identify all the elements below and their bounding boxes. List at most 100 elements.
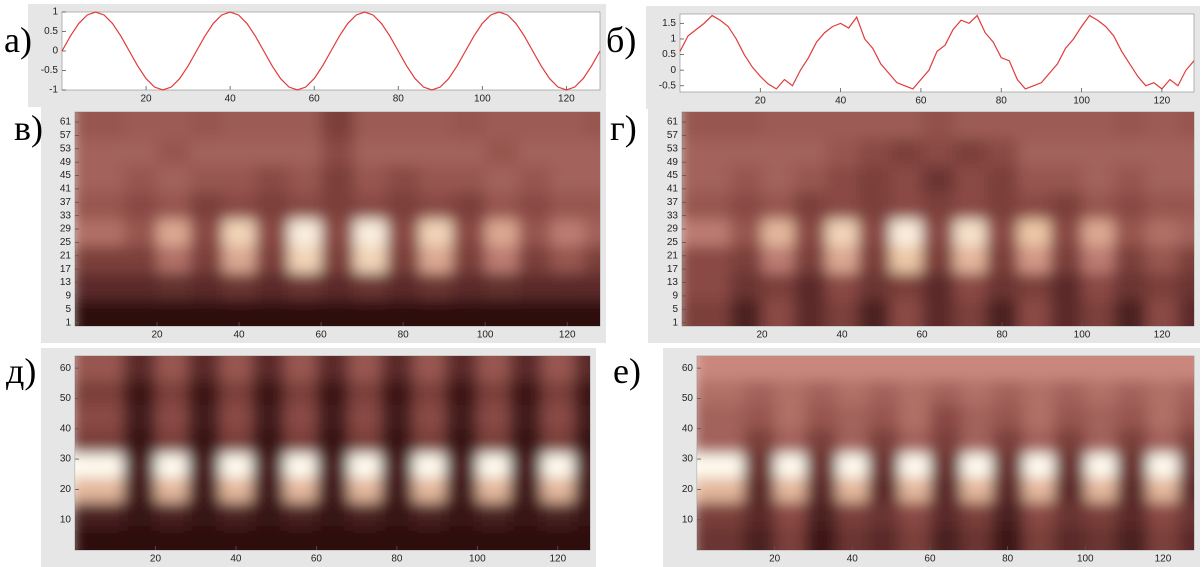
- heatmap-cell: [794, 245, 827, 273]
- heatmap-cell: [1050, 138, 1083, 166]
- y-tick-label: 10: [60, 514, 72, 525]
- heatmap-cell: [445, 356, 478, 381]
- heatmap-cell: [477, 380, 511, 405]
- heatmap-cell: [386, 245, 421, 273]
- heatmap-cell: [922, 272, 955, 300]
- x-tick-label: 20: [151, 330, 163, 341]
- heatmap-cell: [898, 356, 931, 381]
- heatmap-cell: [222, 272, 256, 300]
- heatmap-cell: [583, 192, 600, 220]
- panel: г) 20 40 60 80 100 120 1 5 9 13 17 21 25 29 33 37 41 45 49 5…: [610, 104, 1200, 343]
- heatmap-cell: [288, 219, 322, 247]
- heatmap-cell: [75, 299, 125, 326]
- heatmap-cell: [1116, 380, 1148, 405]
- heatmap-cell: [682, 138, 731, 166]
- heatmap-cell: [316, 453, 350, 478]
- heatmap-cell: [222, 165, 256, 193]
- heatmap-cell: [1146, 112, 1179, 140]
- heatmap-cell: [583, 112, 600, 140]
- heatmap-cell: [986, 192, 1019, 220]
- heatmap-cell: [858, 219, 891, 247]
- heatmap-cell: [774, 477, 807, 502]
- heatmap-cell: [573, 453, 590, 478]
- heatmap-cell: [316, 501, 350, 527]
- x-tick-label: 120: [1155, 554, 1172, 565]
- heatmap-cell: [1146, 272, 1179, 300]
- heatmap-cell: [826, 219, 859, 247]
- heatmap-cell: [1085, 380, 1117, 405]
- heatmap-cell: [452, 219, 486, 247]
- heatmap-cell: [961, 453, 993, 478]
- y-tick-label: 20: [682, 484, 694, 495]
- heatmap-cell: [573, 525, 590, 550]
- heatmap-cell: [1023, 380, 1055, 405]
- y-tick-label: 0: [52, 46, 58, 57]
- x-tick-label: 120: [1154, 96, 1171, 107]
- x-tick-label: 20: [756, 330, 768, 341]
- heatmap-cell: [573, 404, 590, 430]
- heatmap-cell: [321, 219, 355, 247]
- heatmap-cell: [730, 245, 763, 273]
- heatmap-cell: [75, 501, 124, 527]
- x-tick-label: 80: [391, 554, 403, 565]
- heatmap-cell: [1023, 404, 1055, 430]
- y-tick-label: 1.5: [662, 18, 676, 29]
- heatmap-cell: [922, 112, 955, 140]
- panel-label: б): [606, 20, 636, 60]
- heatmap-cell: [992, 525, 1024, 550]
- heatmap-cell: [541, 404, 575, 430]
- heatmap-cell: [485, 219, 519, 247]
- heatmap-cell: [992, 356, 1024, 381]
- heatmap-cell: [961, 525, 993, 550]
- heatmap-cell: [805, 404, 838, 430]
- heatmap-cell: [762, 219, 795, 247]
- heatmap-cell: [1082, 272, 1115, 300]
- y-tick-label: 0.5: [44, 26, 58, 37]
- heatmap-cell: [1114, 165, 1147, 193]
- heatmap-cell: [477, 404, 511, 430]
- heatmap-cell: [348, 428, 382, 454]
- heatmap-cell: [697, 525, 745, 550]
- heatmap-cell: [509, 525, 543, 550]
- heatmap-cell: [75, 380, 124, 405]
- heatmap-cell: [353, 299, 388, 326]
- heatmap-cell: [858, 299, 891, 326]
- y-tick-label: 5: [65, 304, 71, 315]
- heatmap-cell: [124, 112, 158, 140]
- heatmap-cell: [1023, 428, 1055, 454]
- y-tick-label: 60: [682, 363, 694, 374]
- heatmap-cell: [762, 192, 795, 220]
- heatmap-cell: [321, 299, 355, 326]
- heatmap-cell: [1178, 272, 1194, 300]
- heatmap-cell: [419, 112, 453, 140]
- heatmap-cell: [1146, 165, 1179, 193]
- x-tick-label: 100: [1073, 96, 1090, 107]
- heatmap-cell: [1082, 138, 1115, 166]
- x-tick-label: 100: [474, 94, 491, 105]
- heatmap-cell: [187, 356, 221, 381]
- heatmap-cell: [583, 272, 600, 300]
- heatmap-cell: [697, 477, 745, 502]
- heatmap-cell: [774, 380, 807, 405]
- panel: б) 20 40 60 80 100 120 -0.5 0 0.5 1 1.5: [606, 6, 1200, 109]
- heatmap-cell: [929, 380, 962, 405]
- heatmap-cell: [836, 380, 869, 405]
- heatmap-cell: [75, 245, 125, 273]
- heatmap-cell: [1054, 356, 1086, 381]
- heatmap-cell: [743, 501, 776, 527]
- heatmap-cell: [380, 453, 414, 478]
- x-tick-label: 100: [1077, 554, 1094, 565]
- heatmap-cell: [836, 404, 869, 430]
- heatmap-cell: [961, 380, 993, 405]
- heatmap-cell: [743, 404, 776, 430]
- x-tick-label: 80: [996, 96, 1008, 107]
- y-tick-label: -1: [49, 85, 58, 96]
- heatmap-cell: [1054, 404, 1086, 430]
- heatmap-cell: [992, 477, 1024, 502]
- heatmap-cell: [730, 272, 763, 300]
- heatmap-cell: [573, 501, 590, 527]
- heatmap-cell: [922, 192, 955, 220]
- heatmap-cell: [805, 380, 838, 405]
- heatmap-cell: [992, 428, 1024, 454]
- heatmap-cell: [697, 404, 745, 430]
